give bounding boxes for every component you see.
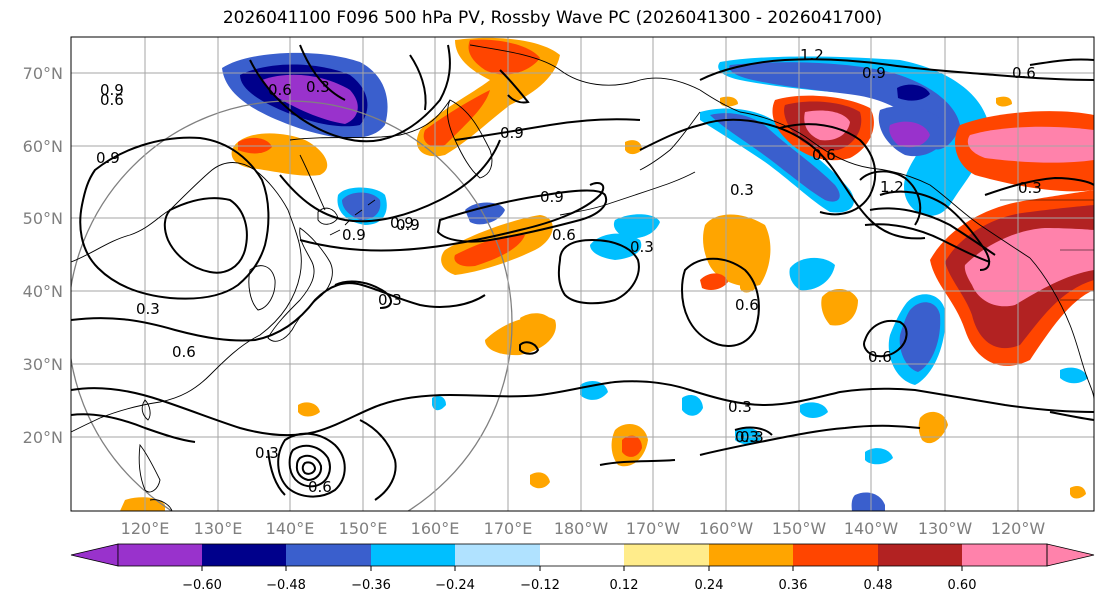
lon-label: 130°E [194,519,243,538]
lon-label: 150°W [772,519,827,538]
colorbar-tick-label: 0.60 [948,578,977,593]
contour-label: 0.3 [740,428,764,446]
colorbar-swatch [709,544,793,566]
colorbar-tick-label: 0.24 [695,578,724,593]
lat-labels: 70°N 60°N 50°N 40°N 30°N 20°N [23,64,63,447]
contour-label: 0.6 [172,343,196,361]
colorbar-swatch [878,544,962,566]
colorbar-tick-label: −0.48 [266,578,306,593]
contour-label: 0.3 [1018,179,1042,197]
contour-labels: 1.2 0.9 0.6 0.3 0.6 0.9 0.9 0.9 0.6 0.9 … [96,46,1042,496]
lon-labels: 120°E 130°E 140°E 150°E 160°E 170°E 180°… [121,519,1046,538]
contour-label: 1.2 [880,178,904,196]
contour-label: 1.2 [800,46,824,64]
map-title: 2026041100 F096 500 hPa PV, Rossby Wave … [222,8,883,28]
colorbar-swatch [202,544,286,566]
lon-label: 160°W [699,519,754,538]
contour-label: 0.9 [500,124,524,142]
lon-label: 140°W [844,519,899,538]
contour-label: 0.9 [862,64,886,82]
lat-label: 20°N [23,428,63,447]
lon-label: 170°W [626,519,681,538]
map-plot-area: 1.2 0.9 0.6 0.3 0.6 0.9 0.9 0.9 0.6 0.9 … [71,37,1094,511]
colorbar-swatch [624,544,709,566]
colorbar-tick-label: −0.12 [520,578,560,593]
contour-label: 0.9 [342,226,366,244]
contour-label: 0.3 [306,78,330,96]
contour-label: 0.3 [728,398,752,416]
contour-label: 0.3 [630,238,654,256]
colorbar-swatch [286,544,371,566]
contour-label: 0.6 [552,226,576,244]
colorbar-tick-label: 0.36 [779,578,808,593]
contour-label: 0.6 [812,146,836,164]
plot-frame [70,36,1095,512]
lon-label: 140°E [266,519,315,538]
colorbar-tick-label: −0.36 [351,578,391,593]
colorbar-ticks [201,566,963,571]
lon-label: 150°E [339,519,388,538]
contour-label: 0.9 [96,149,120,167]
colorbar-swatch [793,544,878,566]
lon-label: 170°E [484,519,533,538]
lat-label: 30°N [23,355,63,374]
colorbar-over-arrow [1046,543,1095,567]
gridlines [71,37,1094,511]
contour-label: 0.6 [1012,64,1036,82]
contour-label: 0.3 [136,300,160,318]
contour-label: 0.6 [268,81,292,99]
lat-label: 40°N [23,282,63,301]
colorbar-swatch [118,544,202,566]
lon-label: 120°E [121,519,170,538]
contour-label: 0.6 [308,478,332,496]
colorbar-swatch [371,544,455,566]
contour-label: 0.6 [100,91,124,109]
lon-label: 130°W [918,519,973,538]
contour-label: 0.3 [378,291,402,309]
pv-contours [71,44,1094,501]
contour-label: 0.6 [735,296,759,314]
colorbar-tick-label: −0.60 [182,578,222,593]
coastlines [71,44,1094,511]
lat-label: 50°N [23,209,63,228]
colorbar-under-arrow [70,543,119,567]
contour-label: 0.9 [100,81,124,99]
contour-label: 0.9 [540,188,564,206]
lat-label: 70°N [23,64,63,83]
colorbar: −0.60 −0.48 −0.36 −0.24 −0.12 0.12 0.24 … [70,543,1095,593]
lat-label: 60°N [23,137,63,156]
lon-label: 160°E [411,519,460,538]
colorbar-swatch [540,544,624,566]
contour-label: 0.6 [868,348,892,366]
contour-label: 0.3 [730,181,754,199]
contour-label: 0.9 [390,214,414,232]
lon-label: 120°W [991,519,1046,538]
colorbar-swatch [962,544,1047,566]
contour-label: 0.3 [255,444,279,462]
colorbar-tick-label: −0.24 [435,578,475,593]
contour-label: 0.3 [735,428,759,446]
colorbar-frame [117,543,1048,567]
colorbar-tick-label: 0.48 [864,578,893,593]
shading-layer [120,37,1094,511]
colorbar-tick-label: 0.12 [610,578,639,593]
lon-label: 180°W [554,519,609,538]
colorbar-swatch [455,544,540,566]
contour-label: 0.9 [396,216,420,234]
